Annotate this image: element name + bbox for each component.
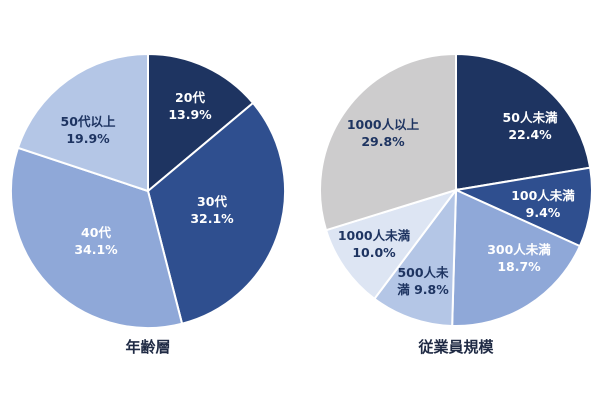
slice-label: 300人未満 18.7%: [487, 242, 551, 274]
slice-label: 500人未満 9.8%: [397, 265, 449, 297]
pie-slice: [324, 188, 459, 301]
pie-slice: [10, 146, 184, 329]
pie-slice: [16, 52, 149, 193]
slice-label: 50人未満 22.4%: [503, 110, 558, 142]
pie-chart-1: 20代 13.9% 30代 32.1% 40代 34.1% 50代以上 19.9% 年齢層: [10, 52, 287, 356]
pie-slice: [319, 52, 457, 232]
slice-label: 100人未満 9.4%: [511, 188, 575, 220]
slice-label: 40代 34.1%: [74, 225, 118, 257]
pie-slice: [455, 52, 592, 192]
pie-slice: [146, 101, 287, 325]
slice-label: 30代 32.1%: [190, 194, 234, 226]
slice-label: 1000人以上 29.8%: [347, 117, 420, 149]
pie-slice: [451, 188, 582, 327]
slice-label: 50代以上 19.9%: [61, 114, 116, 146]
slice-label: 20代 13.9%: [168, 90, 212, 122]
chart-title: 従業員規模: [417, 338, 494, 356]
pie-slice: [373, 186, 458, 327]
chart-title: 年齢層: [125, 338, 170, 356]
slice-label: 1000人未満 10.0%: [338, 228, 411, 260]
pie-chart-2: 50人未満 22.4% 100人未満 9.4% 300人未満 18.7% 500人未満 9.…: [319, 52, 593, 356]
pie-slice: [452, 166, 593, 248]
pie-slice: [147, 52, 255, 194]
